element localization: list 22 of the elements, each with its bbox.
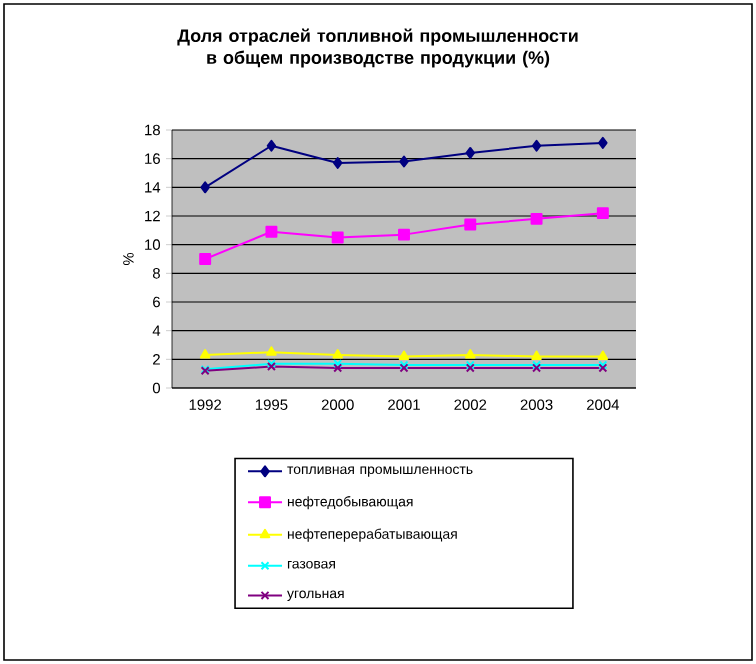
point — [332, 156, 343, 169]
point — [597, 350, 609, 360]
point — [465, 146, 476, 159]
point — [265, 225, 278, 238]
point — [266, 346, 277, 356]
point — [199, 349, 211, 359]
point — [199, 253, 212, 265]
point — [200, 181, 210, 194]
point — [398, 350, 410, 360]
point — [531, 350, 542, 360]
point — [266, 139, 277, 152]
point — [398, 228, 410, 241]
point — [531, 139, 542, 152]
point — [596, 207, 609, 220]
chart-title: Доля отраслей топливной промышленности в общем производстве продукции (%) — [177, 28, 578, 68]
point — [331, 231, 344, 244]
point — [530, 212, 543, 225]
point — [464, 218, 477, 231]
point — [464, 349, 476, 359]
point — [399, 155, 409, 168]
point — [598, 136, 608, 149]
point — [332, 349, 344, 359]
